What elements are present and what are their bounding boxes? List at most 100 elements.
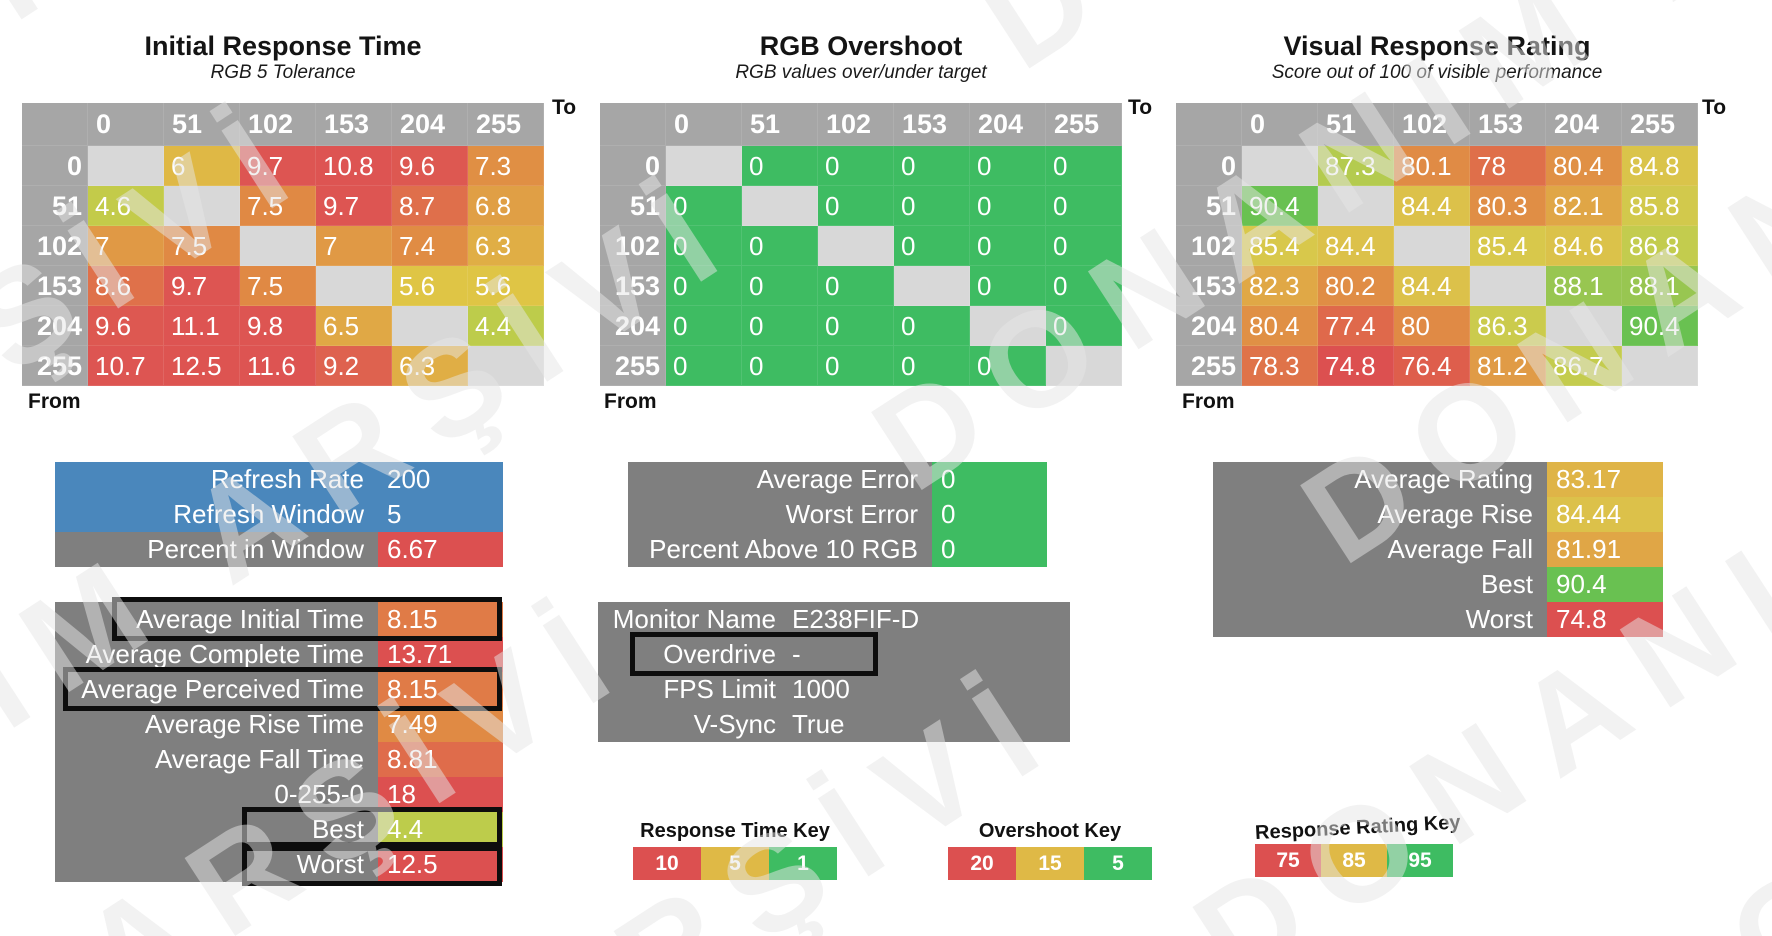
stat-value: -: [792, 639, 801, 669]
section-title-overshoot: RGB Overshoot: [759, 31, 963, 61]
stat-value: 1000: [792, 674, 850, 704]
stat-label: Refresh Window: [55, 497, 378, 532]
row-header: 51: [22, 186, 88, 226]
stat-row: Refresh Window 5: [55, 497, 503, 532]
heatmap-cell: 6.8: [468, 186, 544, 226]
stat-label: Refresh Rate: [55, 462, 378, 497]
table-corner: [1176, 103, 1242, 146]
stat-value: 8.81: [378, 742, 503, 777]
heatmap-cell: 11.6: [240, 346, 316, 386]
stat-value: E238FIF-D: [792, 604, 920, 634]
key-segment: 85: [1321, 844, 1387, 877]
stat-value: 13.71: [378, 637, 503, 672]
stat-row: Worst 74.8: [1213, 602, 1663, 637]
diagonal-blank-cell: [1546, 306, 1622, 346]
heatmap-cell: 6.5: [316, 306, 392, 346]
heatmap-cell: 86.7: [1546, 346, 1622, 386]
stat-row: Percent Above 10 RGB 0: [628, 532, 1047, 567]
stat-row: Average Fall 81.91: [1213, 532, 1663, 567]
heatmap-cell: 0: [666, 186, 742, 226]
row-header: 0: [600, 146, 666, 186]
column-header: 255: [1622, 103, 1698, 146]
heatmap-cell: 4.6: [88, 186, 164, 226]
heatmap-cell: 78: [1470, 146, 1546, 186]
stat-row: Best 90.4: [1213, 567, 1663, 602]
row-header: 204: [1176, 306, 1242, 346]
heatmap-cell: 85.4: [1470, 226, 1546, 266]
response-rating-key: Response Rating Key 75 85 95: [1255, 811, 1461, 877]
stat-label: Average Rise Time: [144, 709, 364, 739]
row-header: 51: [600, 186, 666, 226]
heatmap-cell: 0: [970, 186, 1046, 226]
heatmap-cell: 90.4: [1622, 306, 1698, 346]
heatmap-cell: 86.3: [1470, 306, 1546, 346]
heatmap-cell: 0: [894, 306, 970, 346]
heatmap-cell: 78.3: [1242, 346, 1318, 386]
stat-value: 5: [378, 497, 503, 532]
stat-label: Overdrive: [663, 639, 776, 669]
stat-value: 8.15: [378, 602, 503, 637]
key-segment: 15: [1016, 847, 1084, 880]
heatmap-cell: 9.6: [88, 306, 164, 346]
heatmap-cell: 0: [666, 306, 742, 346]
stat-value: 6.67: [378, 532, 503, 567]
column-header: 51: [1318, 103, 1394, 146]
stat-value: 0: [932, 462, 1047, 497]
stat-label: Average Rating: [1354, 464, 1533, 494]
heatmap-cell: 80.1: [1394, 146, 1470, 186]
heatmap-cell: 7: [316, 226, 392, 266]
heatmap-cell: 7.5: [164, 226, 240, 266]
section-subtitle-rating: Score out of 100 of visible performance: [1271, 62, 1603, 83]
heatmap-cell: 74.8: [1318, 346, 1394, 386]
heatmap-cell: 80.3: [1470, 186, 1546, 226]
heatmap-cell: 80.2: [1318, 266, 1394, 306]
heatmap-cell: 0: [742, 346, 818, 386]
heatmap-cell: 85.8: [1622, 186, 1698, 226]
stat-row: Average Rise Time 7.49: [55, 707, 503, 742]
column-header: 204: [1546, 103, 1622, 146]
stat-value: 74.8: [1547, 602, 1663, 637]
heatmap-cell: 7.5: [240, 266, 316, 306]
stat-value: 4.4: [378, 812, 503, 847]
key-color-bar: 10 5 1: [633, 847, 837, 880]
stat-label: Worst: [296, 849, 364, 879]
stat-value: 200: [378, 462, 503, 497]
stat-value: 84.44: [1547, 497, 1663, 532]
column-header: 51: [742, 103, 818, 146]
heatmap-cell: 0: [894, 186, 970, 226]
row-header: 204: [600, 306, 666, 346]
column-header: 153: [316, 103, 392, 146]
diagonal-blank-cell: [1318, 186, 1394, 226]
row-header: 255: [1176, 346, 1242, 386]
stat-row: Average Complete Time 13.71: [55, 637, 503, 672]
stat-value: 7.49: [378, 707, 503, 742]
heatmap-cell: 0: [1046, 146, 1122, 186]
diagonal-blank-cell: [392, 306, 468, 346]
heatmap-cell: 0: [970, 346, 1046, 386]
heatmap-cell: 0: [742, 306, 818, 346]
heatmap-cell: 10.7: [88, 346, 164, 386]
heatmap-cell: 0: [1046, 186, 1122, 226]
heatmap-cell: 0: [970, 226, 1046, 266]
heatmap-cell: 12.5: [164, 346, 240, 386]
stat-label: Average Error: [756, 464, 918, 494]
heatmap-cell: 0: [1046, 226, 1122, 266]
heatmap-rating: 0 51 102 153 204 255 0 87.3 80.1 78 80.4 84.8 51 90.4…: [1176, 103, 1698, 386]
key-color-bar: 75 85 95: [1255, 844, 1453, 877]
heatmap-cell: 81.2: [1470, 346, 1546, 386]
overshoot-key: Overshoot Key 20 15 5: [948, 820, 1152, 880]
heatmap-cell: 88.1: [1546, 266, 1622, 306]
stat-label: Best: [311, 814, 364, 844]
axis-label-to: To: [1128, 96, 1153, 119]
column-header: 0: [88, 103, 164, 146]
axis-label-from: From: [1182, 390, 1235, 413]
key-segment: 20: [948, 847, 1016, 880]
heatmap-cell: 7.4: [392, 226, 468, 266]
row-header: 153: [22, 266, 88, 306]
heatmap-cell: 0: [666, 266, 742, 306]
stat-row: Average Error 0: [628, 462, 1047, 497]
stat-value: 8.15: [378, 672, 503, 707]
section-subtitle-overshoot: RGB values over/under target: [735, 62, 987, 83]
refresh-stats-box: Refresh Rate 200 Refresh Window 5 Percent in…: [55, 462, 503, 567]
